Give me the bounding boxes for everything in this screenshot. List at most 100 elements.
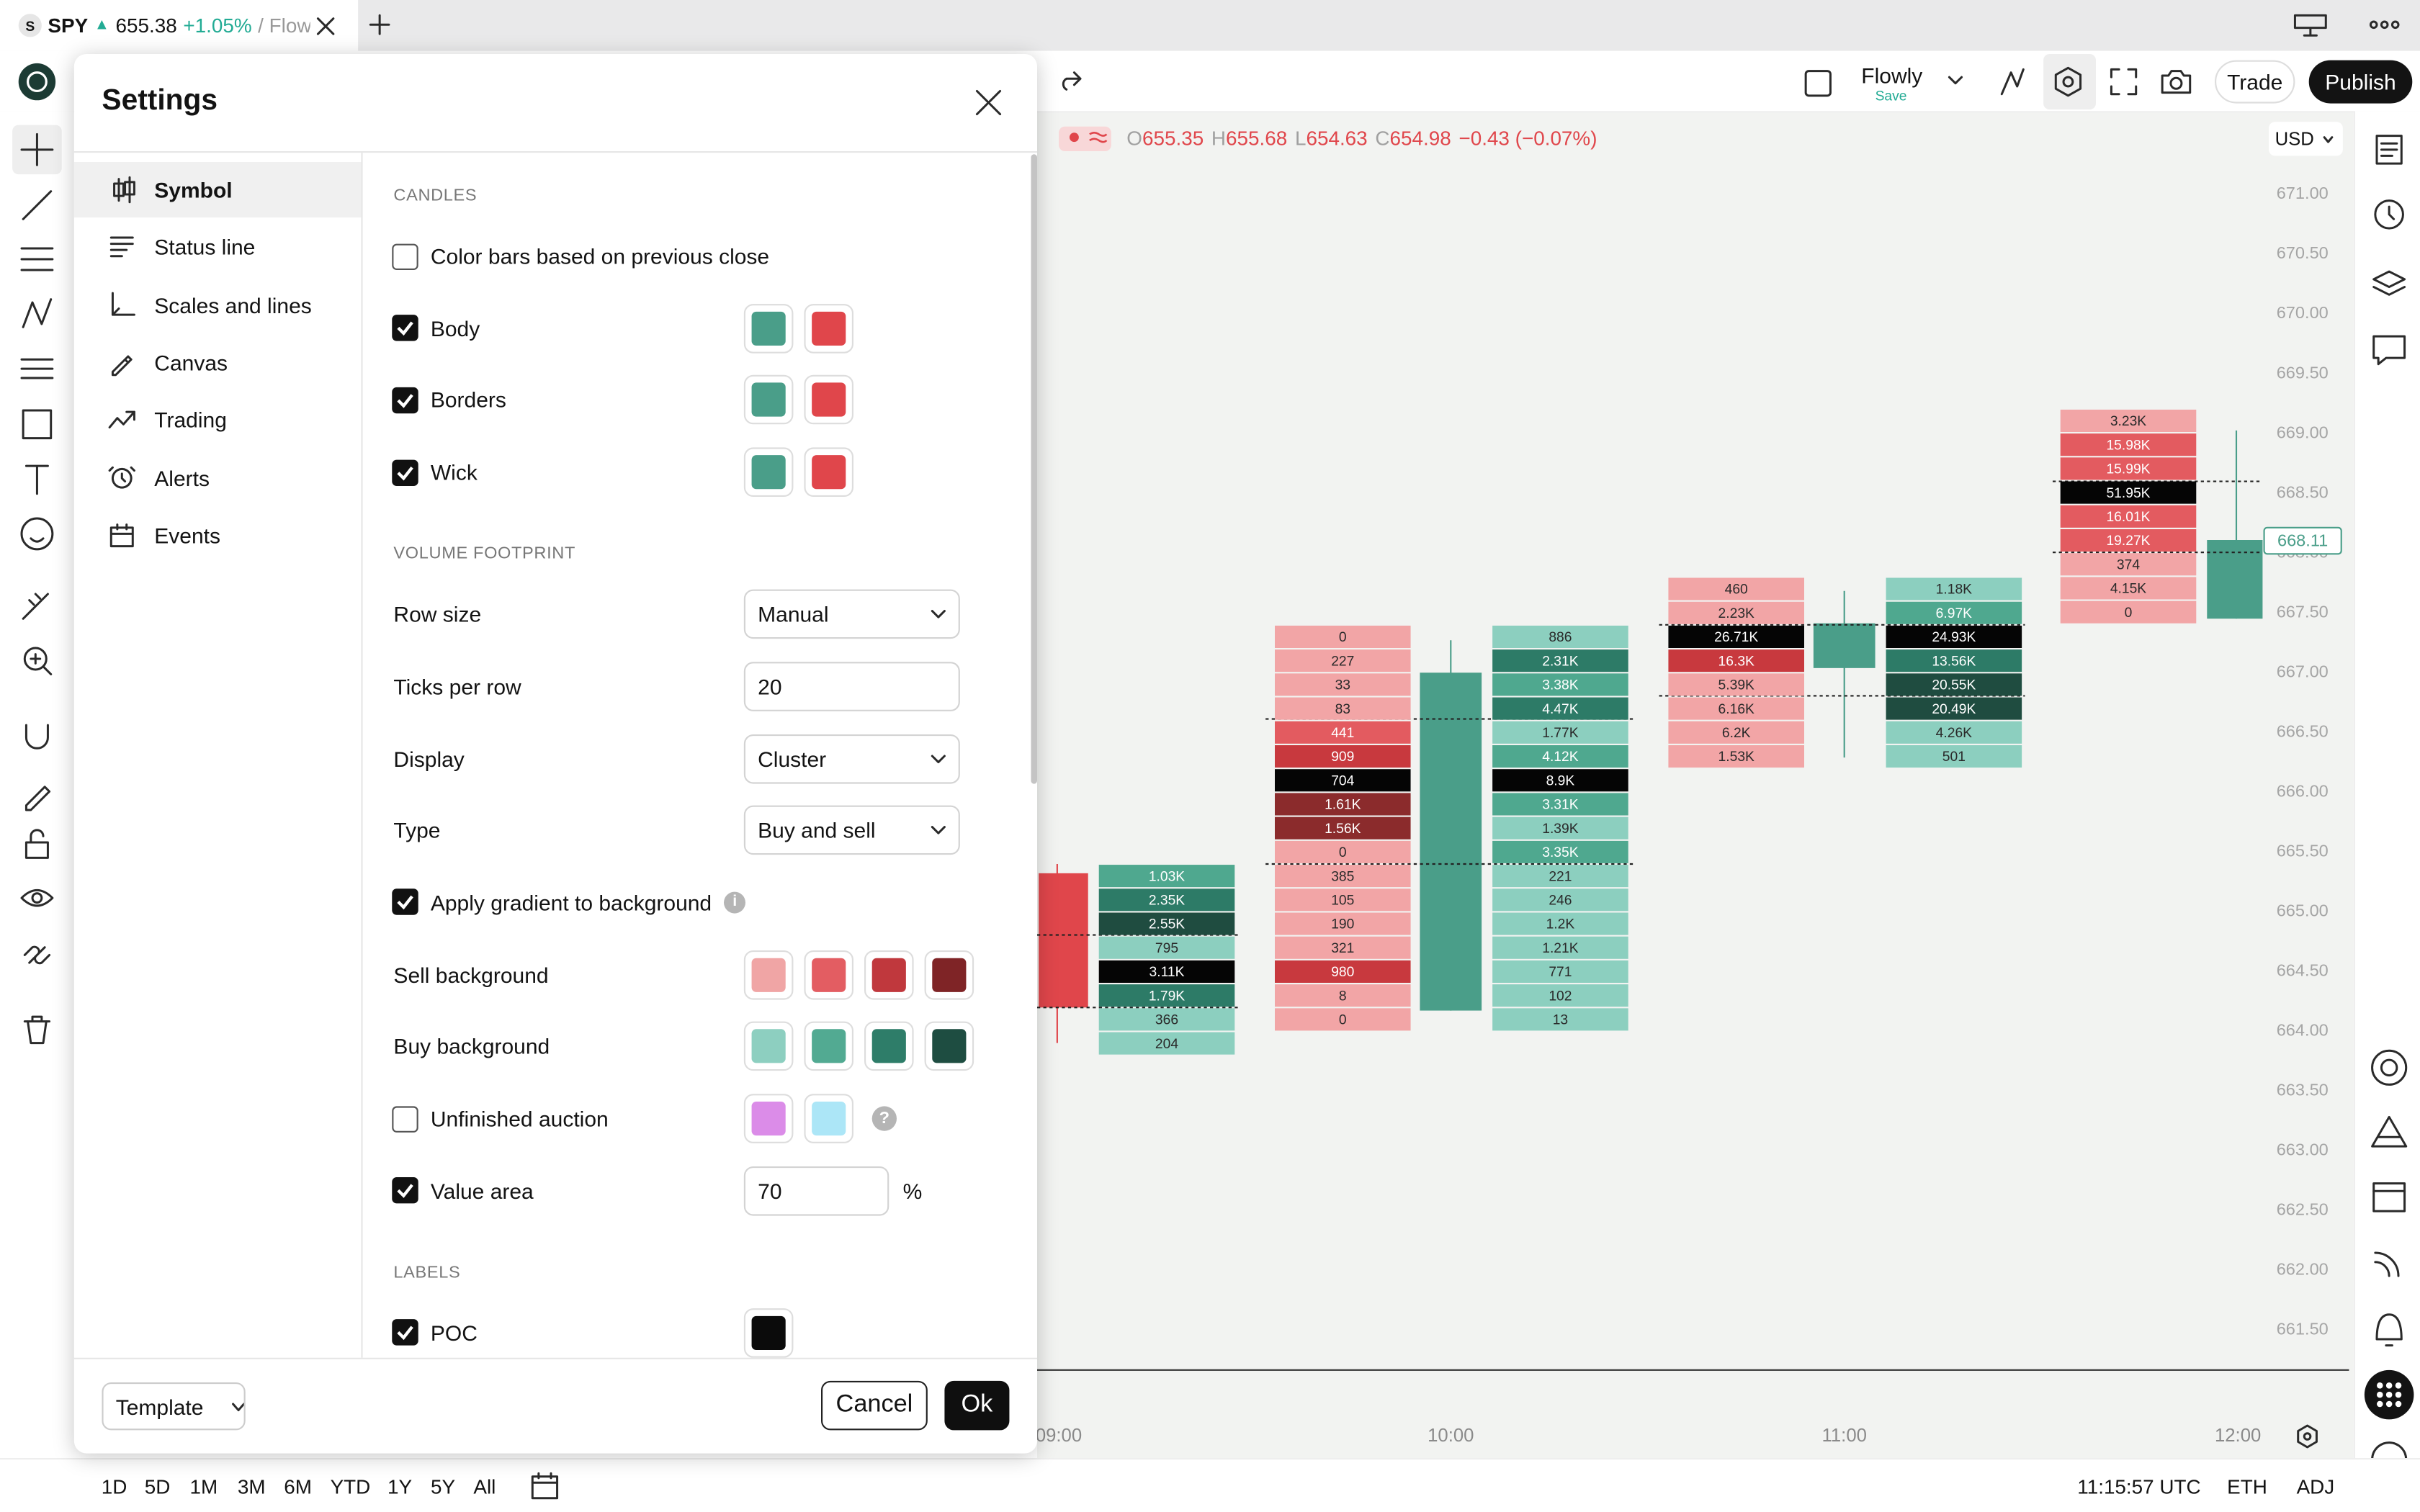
text-input[interactable]: 20 bbox=[743, 661, 960, 711]
scrollbar[interactable] bbox=[1031, 154, 1037, 784]
date-range-icon[interactable] bbox=[531, 1472, 559, 1500]
ohlc-item: O655.35 bbox=[1126, 127, 1204, 150]
footprint-value: 0 bbox=[1339, 630, 1347, 645]
color-swatch[interactable] bbox=[743, 950, 794, 999]
range-button[interactable]: 6M bbox=[284, 1475, 312, 1498]
footprint-value: 980 bbox=[1331, 965, 1354, 980]
redo[interactable] bbox=[1059, 69, 1083, 91]
layout-name[interactable]: Flowly bbox=[1861, 63, 1923, 89]
fullscreen-icon[interactable] bbox=[2110, 68, 2138, 96]
checkbox[interactable] bbox=[392, 387, 418, 414]
checkbox[interactable] bbox=[392, 459, 418, 486]
adjust[interactable]: ADJ bbox=[2296, 1475, 2335, 1498]
select[interactable]: Manual bbox=[743, 589, 960, 639]
info-icon[interactable]: i bbox=[724, 891, 746, 914]
footprint-cell bbox=[1886, 673, 2022, 696]
footprint-cell bbox=[1492, 960, 1628, 983]
range-button[interactable]: 5D bbox=[144, 1475, 171, 1498]
cancel-button[interactable]: Cancel bbox=[821, 1380, 928, 1431]
nav-label: Scales and lines bbox=[154, 292, 312, 318]
layout-icon[interactable] bbox=[2293, 12, 2327, 37]
color-swatch[interactable] bbox=[864, 950, 914, 999]
footprint-value: 321 bbox=[1331, 941, 1354, 956]
range-button[interactable]: 1Y bbox=[387, 1475, 413, 1498]
range-button[interactable]: 5Y bbox=[430, 1475, 456, 1498]
dialog-close[interactable] bbox=[975, 89, 1002, 116]
ohlc-key: H bbox=[1211, 126, 1227, 150]
footprint-value: 501 bbox=[1942, 750, 1966, 765]
color-swatch[interactable] bbox=[743, 303, 794, 354]
axis-settings[interactable] bbox=[2295, 1424, 2319, 1449]
color-swatch[interactable] bbox=[924, 950, 974, 999]
check-path bbox=[397, 896, 413, 911]
price-label: 671.00 bbox=[2277, 184, 2329, 202]
alert-icon[interactable] bbox=[1997, 66, 2028, 97]
check-path bbox=[397, 1326, 413, 1341]
text-input[interactable]: 70 bbox=[743, 1166, 889, 1215]
tool-icons[interactable] bbox=[0, 111, 74, 1068]
template-chevron bbox=[231, 1402, 244, 1410]
nav-item[interactable]: Alerts bbox=[74, 450, 362, 505]
range-button[interactable]: 1M bbox=[189, 1475, 218, 1498]
checkbox[interactable] bbox=[392, 1105, 418, 1132]
footprint-cell bbox=[1886, 745, 2022, 768]
color-swatch[interactable] bbox=[743, 1022, 794, 1071]
nav-item[interactable]: Events bbox=[74, 508, 362, 563]
color-swatch[interactable] bbox=[804, 950, 853, 999]
layout-menu[interactable] bbox=[1948, 76, 1963, 86]
range-button[interactable]: YTD bbox=[330, 1475, 371, 1498]
nav-item[interactable]: Canvas bbox=[74, 335, 362, 390]
snapshot-icon[interactable] bbox=[2161, 68, 2192, 96]
nav-icon-path bbox=[111, 355, 133, 376]
template-button[interactable]: Template bbox=[102, 1382, 246, 1431]
settings-icon[interactable] bbox=[2053, 66, 2084, 97]
logo[interactable] bbox=[17, 62, 58, 102]
new-tab[interactable] bbox=[369, 14, 390, 35]
more-icon[interactable] bbox=[2369, 19, 2400, 31]
right-tool-icons[interactable] bbox=[2355, 111, 2420, 1469]
color-swatch[interactable] bbox=[864, 1022, 914, 1071]
tab[interactable]: S SPY ▲ 655.38 +1.05% / Flowl bbox=[0, 0, 359, 51]
range-button[interactable]: 1D bbox=[101, 1475, 127, 1498]
color-swatch[interactable] bbox=[743, 1094, 794, 1143]
trade-button[interactable]: Trade bbox=[2215, 60, 2295, 104]
currency-select[interactable]: USD bbox=[2269, 122, 2343, 156]
candles-part bbox=[1039, 873, 1088, 1008]
clock[interactable]: 11:15:57 UTC bbox=[2077, 1475, 2201, 1498]
row-label-wrap: Unfinished auction bbox=[431, 1104, 609, 1133]
nav-item[interactable]: Scales and lines bbox=[74, 277, 362, 333]
nav-item[interactable]: Symbol bbox=[73, 162, 362, 218]
help-icon[interactable]: ? bbox=[871, 1106, 897, 1131]
footprint-value: 0 bbox=[1339, 1013, 1347, 1028]
select[interactable]: Buy and sell bbox=[743, 805, 960, 855]
color-swatch[interactable] bbox=[804, 375, 853, 426]
snapshot-icon-part bbox=[2169, 76, 2183, 90]
nav-item[interactable]: Trading bbox=[74, 392, 362, 448]
color-swatch[interactable] bbox=[804, 1022, 853, 1071]
color-swatch[interactable] bbox=[743, 375, 794, 426]
chevron-path bbox=[931, 610, 946, 618]
select[interactable]: Cluster bbox=[743, 733, 960, 783]
layout-toggle[interactable] bbox=[1804, 69, 1832, 97]
legend-status-icons[interactable] bbox=[1059, 126, 1111, 151]
row-label: Row size bbox=[393, 601, 482, 627]
color-swatch[interactable] bbox=[743, 1308, 794, 1358]
color-swatch[interactable] bbox=[804, 303, 853, 354]
ok-button[interactable]: Ok bbox=[944, 1380, 1010, 1431]
checkbox[interactable] bbox=[392, 315, 418, 341]
checkbox[interactable] bbox=[392, 1319, 418, 1346]
color-swatch[interactable] bbox=[924, 1022, 974, 1071]
checkbox[interactable] bbox=[392, 1177, 418, 1204]
nav-item[interactable]: Status line bbox=[74, 220, 362, 275]
tab-close[interactable] bbox=[317, 17, 336, 35]
range-button[interactable]: 3M bbox=[237, 1475, 266, 1498]
range-button[interactable]: All bbox=[473, 1475, 496, 1498]
session[interactable]: ETH bbox=[2227, 1475, 2267, 1498]
color-swatch[interactable] bbox=[804, 447, 853, 498]
publish-button[interactable]: Publish bbox=[2308, 60, 2413, 104]
checkbox[interactable] bbox=[392, 889, 418, 916]
color-swatch[interactable] bbox=[804, 1094, 853, 1143]
checkbox[interactable] bbox=[392, 243, 418, 269]
color-swatch[interactable] bbox=[743, 447, 794, 498]
swatch-color bbox=[751, 383, 786, 418]
